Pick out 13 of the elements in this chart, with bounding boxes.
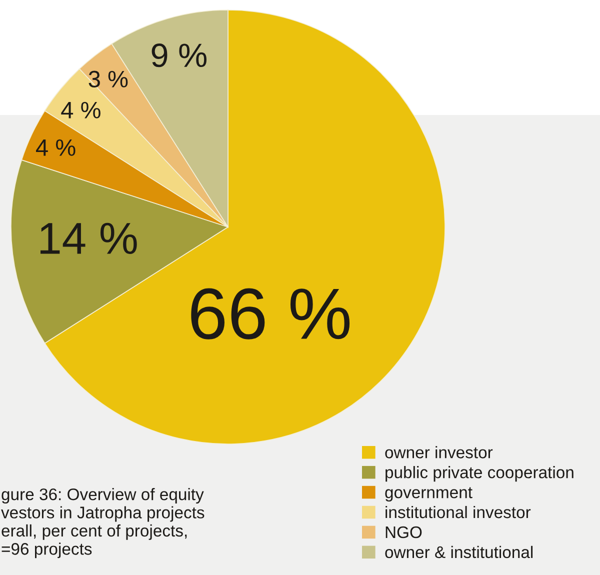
legend-label: NGO <box>386 526 422 538</box>
legend-label: government <box>385 487 472 502</box>
legend-label: institutional investor <box>386 506 531 518</box>
data-label: 66 % <box>191 288 350 340</box>
data-label: 3 % <box>88 70 128 88</box>
legend-label: public private cooperation <box>386 466 574 482</box>
data-label: 14 % <box>40 222 137 254</box>
data-label: 9 % <box>152 44 206 68</box>
data-label: 4 % <box>36 139 76 156</box>
legend-label: owner investor <box>385 446 493 458</box>
data-label: 4 % <box>61 102 100 118</box>
legend-label: owner & institutional <box>385 546 533 558</box>
text: gure 36: Overview of equity vestors in Jatropha projects erall, per cent of projects, =96 projects <box>1 488 204 558</box>
